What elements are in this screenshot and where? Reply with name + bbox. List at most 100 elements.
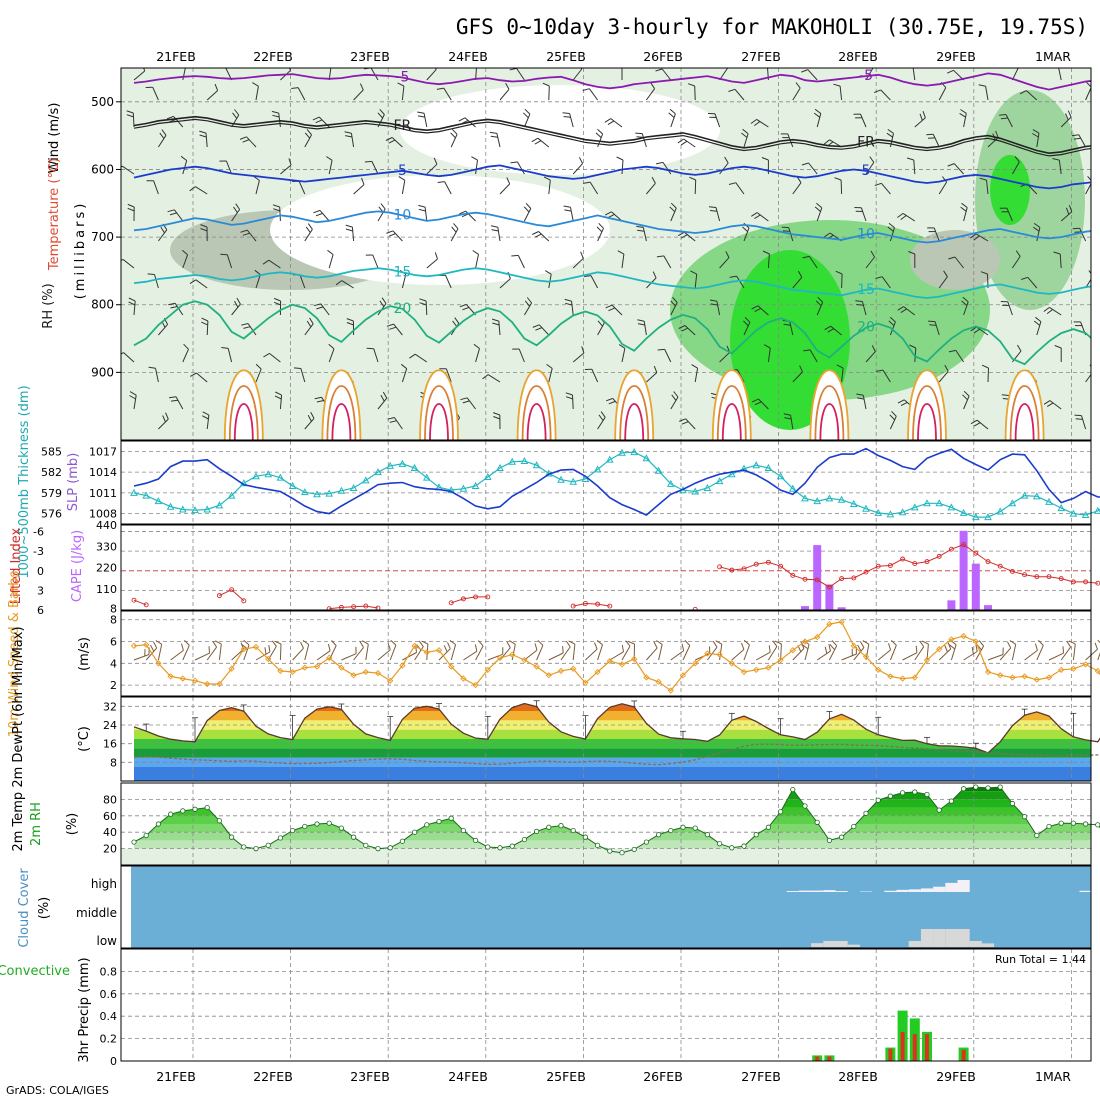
upper-air-wind-barb-flag bbox=[234, 300, 239, 308]
upper-air-wind-barb-flag bbox=[183, 343, 189, 350]
thickness-marker bbox=[996, 507, 1005, 515]
cloud-bar-high bbox=[835, 891, 848, 892]
cape-panel-frame bbox=[120, 524, 1092, 611]
upper-air-wind-barb-flag bbox=[388, 233, 396, 237]
upper-air-wind-barb bbox=[902, 212, 916, 222]
upper-air-wind-barb-flag bbox=[823, 139, 830, 145]
lifted-index-marker bbox=[1070, 579, 1076, 585]
upper-air-wind-barb-flag bbox=[510, 161, 518, 164]
upper-air-wind-barb-flag bbox=[491, 318, 499, 322]
upper-air-wind-barb bbox=[304, 134, 313, 148]
cape-tick-label: 330 bbox=[96, 540, 117, 553]
thickness-marker bbox=[496, 463, 504, 471]
wind-barb-10m-flag bbox=[421, 640, 429, 645]
rh-marker bbox=[887, 793, 894, 799]
upper-air-wind-barb bbox=[497, 227, 501, 242]
pressure-tick-label: 600 bbox=[91, 162, 114, 176]
upper-air-wind-barb bbox=[1079, 228, 1087, 242]
lifted-index-marker bbox=[595, 601, 601, 607]
rh-marker bbox=[729, 845, 735, 851]
thickness-marker bbox=[849, 499, 858, 507]
lifted-index-marker bbox=[863, 569, 869, 575]
upper-air-wind-barb-flag bbox=[234, 109, 240, 116]
upper-air-wind-barb-flag bbox=[637, 229, 645, 232]
upper-air-wind-barb bbox=[157, 229, 168, 242]
rh-marker bbox=[216, 818, 222, 824]
upper-air-wind-barb-flag bbox=[962, 296, 969, 303]
thickness-marker bbox=[825, 494, 834, 502]
rh-marker bbox=[619, 850, 625, 856]
upper-air-wind-barb-flag bbox=[926, 133, 934, 136]
wind-barb-10m-flag bbox=[331, 640, 337, 646]
upper-air-wind-barb bbox=[523, 302, 533, 316]
thickness-marker bbox=[349, 483, 358, 492]
upper-air-wind-barb-flag bbox=[534, 140, 542, 145]
upper-air-wind-barb-flag bbox=[379, 300, 385, 307]
upper-air-wind-barb bbox=[914, 117, 926, 128]
wind-speed-marker bbox=[1033, 676, 1040, 683]
upper-air-wind-barb-flag bbox=[1016, 344, 1022, 352]
contour-line bbox=[133, 300, 1091, 366]
upper-air-wind-barb bbox=[304, 323, 314, 336]
warm-contour bbox=[326, 385, 357, 440]
upper-air-wind-barb bbox=[297, 87, 306, 101]
wind-speed-marker bbox=[374, 669, 382, 677]
upper-air-wind-barb bbox=[122, 259, 135, 269]
upper-air-wind-barb-flag bbox=[434, 68, 437, 70]
rh-marker bbox=[936, 807, 942, 813]
wind-barb-10m bbox=[877, 649, 891, 661]
upper-air-wind-barb-flag bbox=[126, 114, 134, 118]
upper-air-wind-barb bbox=[963, 395, 970, 410]
upper-air-wind-barb-flag bbox=[596, 226, 603, 233]
upper-air-wind-barb bbox=[255, 180, 260, 195]
wind-panel-frame bbox=[120, 610, 1092, 697]
upper-air-wind-barb bbox=[122, 165, 135, 175]
upper-air-wind-barb bbox=[328, 254, 334, 269]
upper-air-wind-barb bbox=[158, 418, 169, 430]
upper-air-wind-barb-flag bbox=[681, 421, 689, 425]
wind-speed-marker bbox=[1058, 666, 1065, 673]
upper-air-wind-barb-flag bbox=[221, 347, 229, 349]
temp-tick-label: 24 bbox=[103, 719, 117, 732]
upper-air-wind-barb-flag bbox=[1075, 418, 1083, 420]
upper-air-wind-barb bbox=[830, 325, 842, 336]
upper-air-wind-barb bbox=[610, 118, 623, 128]
temp-band bbox=[134, 748, 1091, 758]
thickness-marker bbox=[264, 470, 273, 478]
upper-air-wind-barb bbox=[987, 367, 989, 383]
bottom-day-label: 24FEB bbox=[448, 1069, 488, 1084]
upper-air-wind-barb-flag bbox=[751, 212, 758, 217]
lifted-tick-label: 3 bbox=[37, 584, 44, 597]
rh-marker bbox=[1095, 822, 1100, 828]
upper-air-wind-barb bbox=[934, 321, 940, 336]
upper-air-wind-barb-flag bbox=[1095, 351, 1100, 353]
warm-contour bbox=[721, 403, 742, 440]
upper-air-wind-barb bbox=[155, 368, 159, 383]
temp-dewpt-lines bbox=[133, 700, 1100, 766]
upper-air-wind-barb-flag bbox=[761, 64, 768, 66]
temp-band bbox=[134, 711, 1091, 721]
upper-air-wind-barb-flag bbox=[1019, 90, 1027, 95]
upper-air-wind-barb-flag bbox=[437, 181, 445, 183]
thickness-marker bbox=[984, 513, 992, 521]
warm-contours bbox=[223, 369, 1045, 440]
temp-band bbox=[134, 767, 1091, 781]
upper-air-wind-barb bbox=[1059, 253, 1062, 269]
upper-air-frame bbox=[120, 67, 1092, 441]
cape-tick-label: 440 bbox=[96, 519, 117, 532]
rh-marker bbox=[1021, 814, 1028, 820]
upper-air-wind-barb-flag bbox=[1032, 133, 1039, 138]
temp-panel-frame bbox=[120, 696, 1092, 782]
wind-barb-10m-flag bbox=[243, 639, 250, 646]
rh-marker bbox=[363, 842, 369, 848]
thickness-marker bbox=[325, 489, 334, 497]
contour-label: 10 bbox=[393, 207, 411, 223]
upper-air-wind-barb-flag bbox=[344, 131, 352, 134]
rh-marker bbox=[814, 819, 820, 825]
lifted-index-marker bbox=[778, 563, 784, 569]
upper-air-wind-barb bbox=[425, 300, 428, 316]
precip-convective-bar bbox=[815, 1056, 820, 1061]
upper-air-wind-barb-flag bbox=[128, 297, 136, 302]
wind-barb-10m-flag bbox=[214, 640, 222, 645]
cloud-bar-high bbox=[957, 880, 970, 892]
